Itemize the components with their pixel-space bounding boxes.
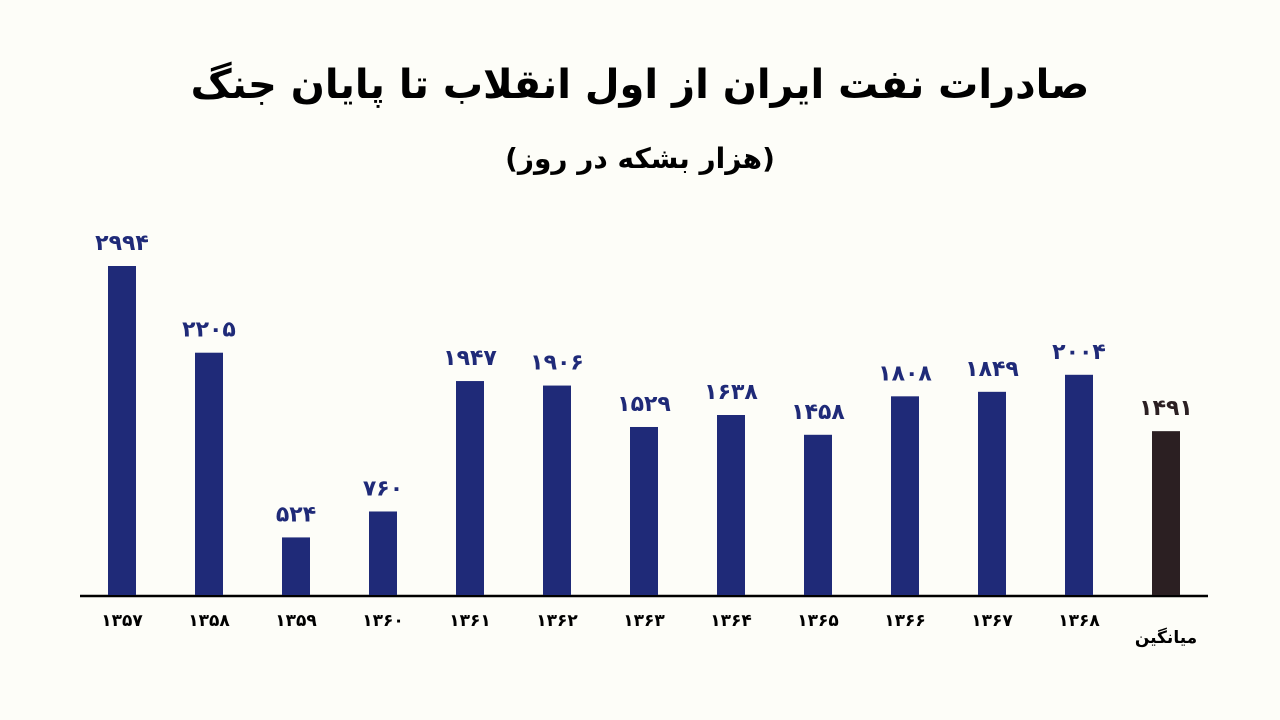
x-tick-label: ۱۳۶۰ [362,611,404,631]
bar [630,426,658,595]
x-tick-label: ۱۳۶۳ [623,611,665,631]
data-label: ۱۴۹۱ [1139,396,1193,421]
data-label: ۲۲۰۵ [182,318,236,343]
bar [108,266,136,595]
data-label: ۱۹۰۶ [530,351,584,376]
x-tick-label: ۱۳۶۵ [797,611,839,631]
data-label: ۱۵۲۹ [617,392,671,417]
data-label: ۲۰۰۴ [1052,340,1106,365]
bar [891,396,919,595]
x-tick-label: ۱۳۵۸ [188,611,230,631]
x-tick-label: ۱۳۶۴ [710,611,752,631]
bar [978,391,1006,595]
chart-subtitle: (هزار بشکه در روز) [505,142,775,175]
data-label: ۱۴۵۸ [791,400,845,425]
x-tick-label: ۱۳۶۲ [536,611,578,631]
bar-average [1152,431,1180,595]
data-label: ۱۶۳۸ [704,380,758,405]
data-label: ۱۸۰۸ [878,361,932,386]
bar [543,385,571,595]
bar [195,352,223,595]
bar [804,434,832,595]
x-tick-label: میانگین [1135,627,1197,648]
data-label: ۲۹۹۴ [95,231,149,256]
data-label: ۱۹۴۷ [443,346,497,371]
x-tick-label: ۱۳۶۷ [971,611,1013,631]
bar [456,381,484,595]
x-tick-label: ۱۳۶۸ [1058,611,1100,631]
bar [1065,374,1093,595]
bar [282,537,310,595]
data-label: ۷۶۰ [363,476,403,501]
chart-title: صادرات نفت ایران از اول انقلاب تا پایان … [190,62,1090,108]
bar [369,511,397,595]
x-tick-label: ۱۳۵۷ [101,611,143,631]
x-tick-label: ۱۳۶۶ [884,611,926,631]
x-tick-label: ۱۳۶۱ [449,611,491,631]
data-label: ۵۲۴ [276,502,316,527]
bar [717,415,745,595]
data-label: ۱۸۴۹ [965,357,1019,382]
x-tick-label: ۱۳۵۹ [275,611,317,631]
